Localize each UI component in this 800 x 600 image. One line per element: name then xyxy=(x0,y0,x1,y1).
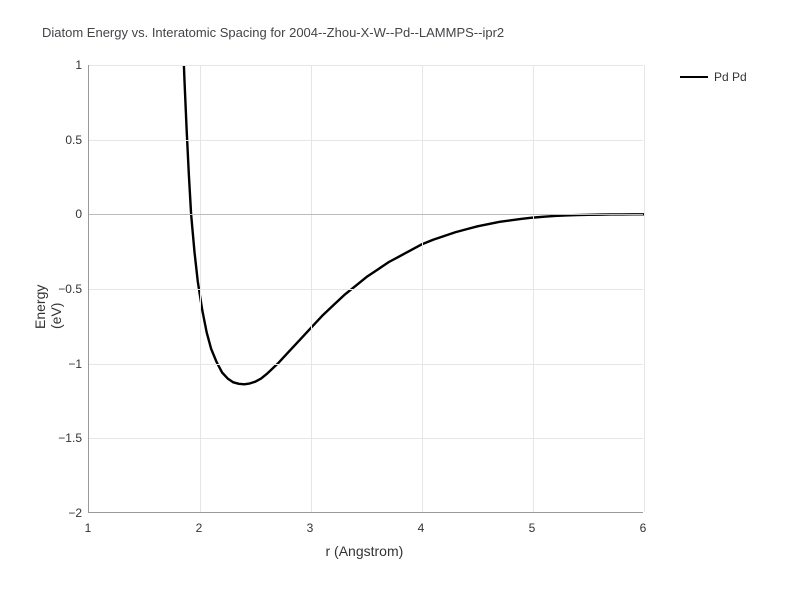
y-tick-label: 0 xyxy=(56,207,82,221)
gridline-h xyxy=(89,364,643,365)
plot-area xyxy=(88,65,643,513)
x-tick-label: 3 xyxy=(307,521,314,535)
x-tick-label: 1 xyxy=(85,521,92,535)
chart-title: Diatom Energy vs. Interatomic Spacing fo… xyxy=(42,25,504,40)
y-tick-label: −0.5 xyxy=(56,282,82,296)
x-tick-label: 5 xyxy=(529,521,536,535)
y-tick-label: 0.5 xyxy=(56,133,82,147)
zero-line xyxy=(89,214,643,215)
gridline-v xyxy=(644,65,645,512)
x-tick-label: 6 xyxy=(640,521,647,535)
gridline-h xyxy=(89,289,643,290)
x-tick-label: 4 xyxy=(418,521,425,535)
y-tick-label: 1 xyxy=(56,58,82,72)
series-line xyxy=(176,0,644,384)
y-tick-label: −1.5 xyxy=(56,431,82,445)
legend-label: Pd Pd xyxy=(714,70,747,84)
gridline-h xyxy=(89,438,643,439)
y-tick-label: −2 xyxy=(56,506,82,520)
legend: Pd Pd xyxy=(680,70,747,84)
gridline-h xyxy=(89,65,643,66)
legend-swatch xyxy=(680,76,708,78)
y-tick-label: −1 xyxy=(56,357,82,371)
x-tick-label: 2 xyxy=(196,521,203,535)
x-axis-label: r (Angstrom) xyxy=(326,543,404,559)
gridline-h xyxy=(89,140,643,141)
